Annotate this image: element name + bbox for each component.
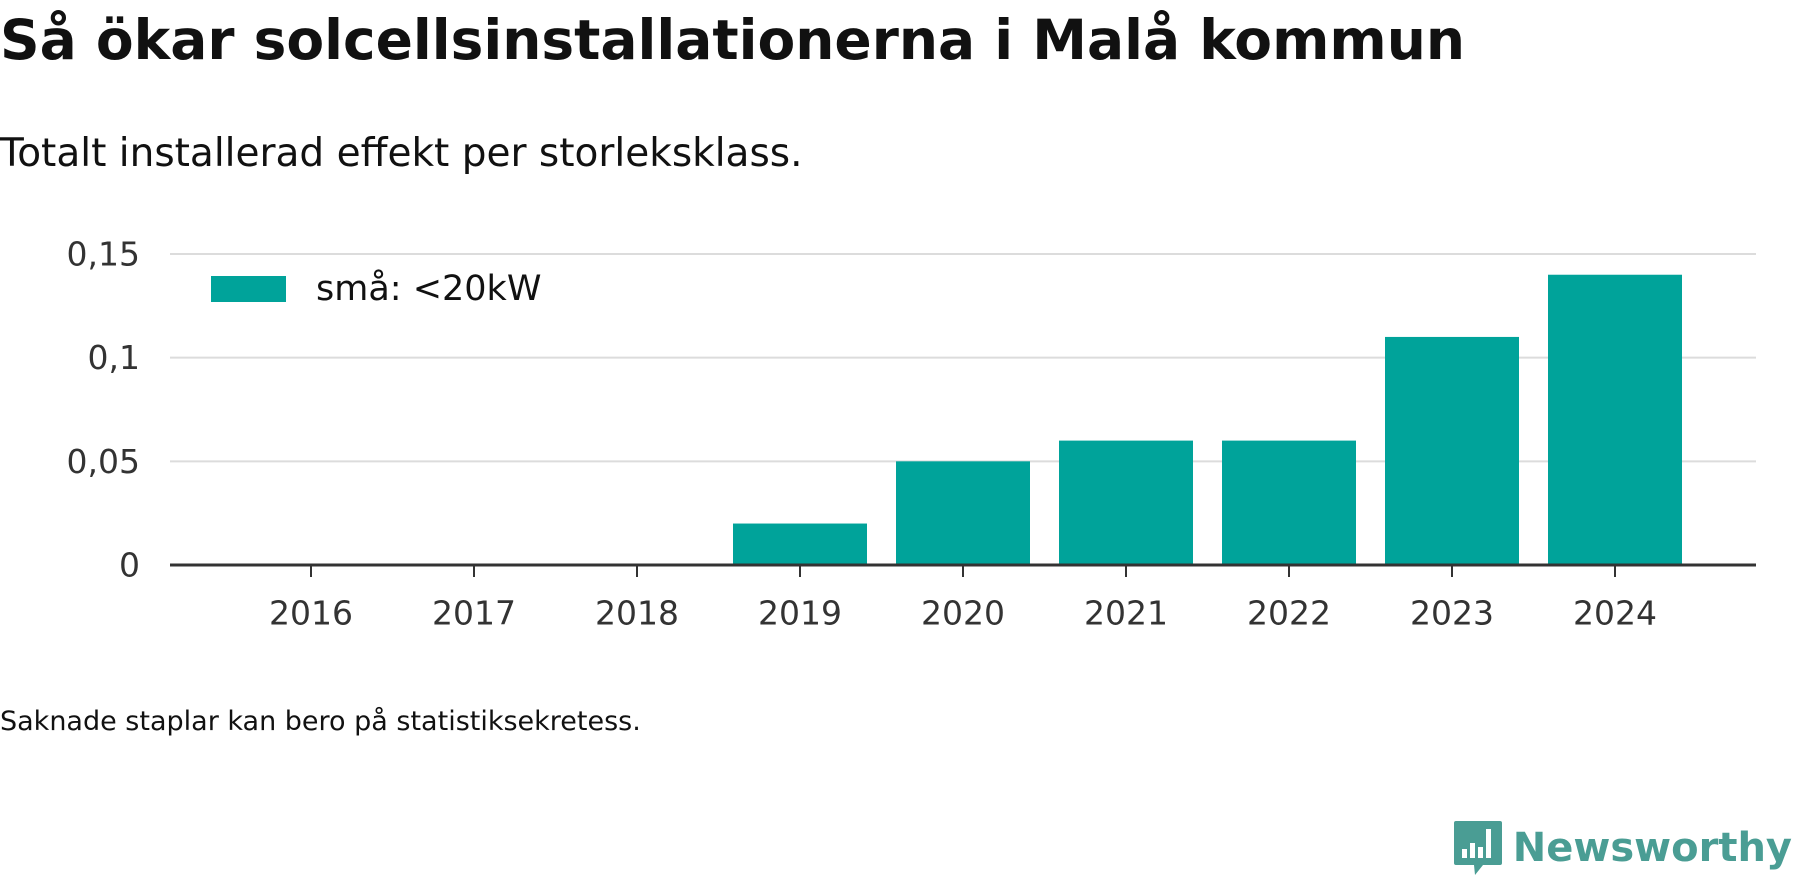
legend-swatch	[211, 276, 286, 302]
bars	[733, 274, 1682, 565]
x-tick-label: 2023	[1410, 594, 1494, 633]
brand-name: Newsworthy	[1512, 825, 1792, 871]
chart-subtitle: Totalt installerad effekt per storlekskl…	[0, 131, 803, 176]
bar-2023	[1385, 336, 1519, 565]
bar-2020	[896, 461, 1030, 565]
axes: 0 0,05 0,1 0,15 2016 2017 2018 2019 2020 2021 2022…	[67, 235, 1756, 633]
bar-2021	[1059, 440, 1193, 565]
y-tick-label: 0,1	[88, 338, 140, 377]
legend: små: <20kW	[211, 268, 541, 309]
brand-logo: Newsworthy	[1453, 818, 1792, 878]
x-tick-label: 2019	[758, 594, 842, 633]
x-tick-label: 2018	[595, 594, 679, 633]
x-tick-label: 2021	[1084, 594, 1168, 633]
x-tick-label: 2017	[432, 594, 516, 633]
bar-chart: 0 0,05 0,1 0,15 2016 2017 2018 2019 2020 2021 2022…	[67, 235, 1756, 633]
y-tick-label: 0,15	[67, 235, 140, 274]
x-tick-label: 2016	[269, 594, 353, 633]
x-tick-label: 2020	[921, 594, 1005, 633]
bar-chart-speech-bubble-icon	[1453, 821, 1502, 875]
bar-2019	[733, 523, 867, 565]
x-tick-label: 2024	[1573, 594, 1657, 633]
y-tick-label: 0,05	[67, 442, 140, 481]
y-tick-label: 0	[119, 546, 140, 585]
x-tick-label: 2022	[1247, 594, 1331, 633]
footnote: Saknade staplar kan bero på statistiksek…	[0, 706, 641, 737]
bar-2022	[1222, 440, 1356, 565]
bar-2024	[1548, 274, 1682, 565]
chart-title: Så ökar solcellsinstallationerna i Malå …	[0, 8, 1466, 72]
legend-label: små: <20kW	[316, 268, 541, 309]
